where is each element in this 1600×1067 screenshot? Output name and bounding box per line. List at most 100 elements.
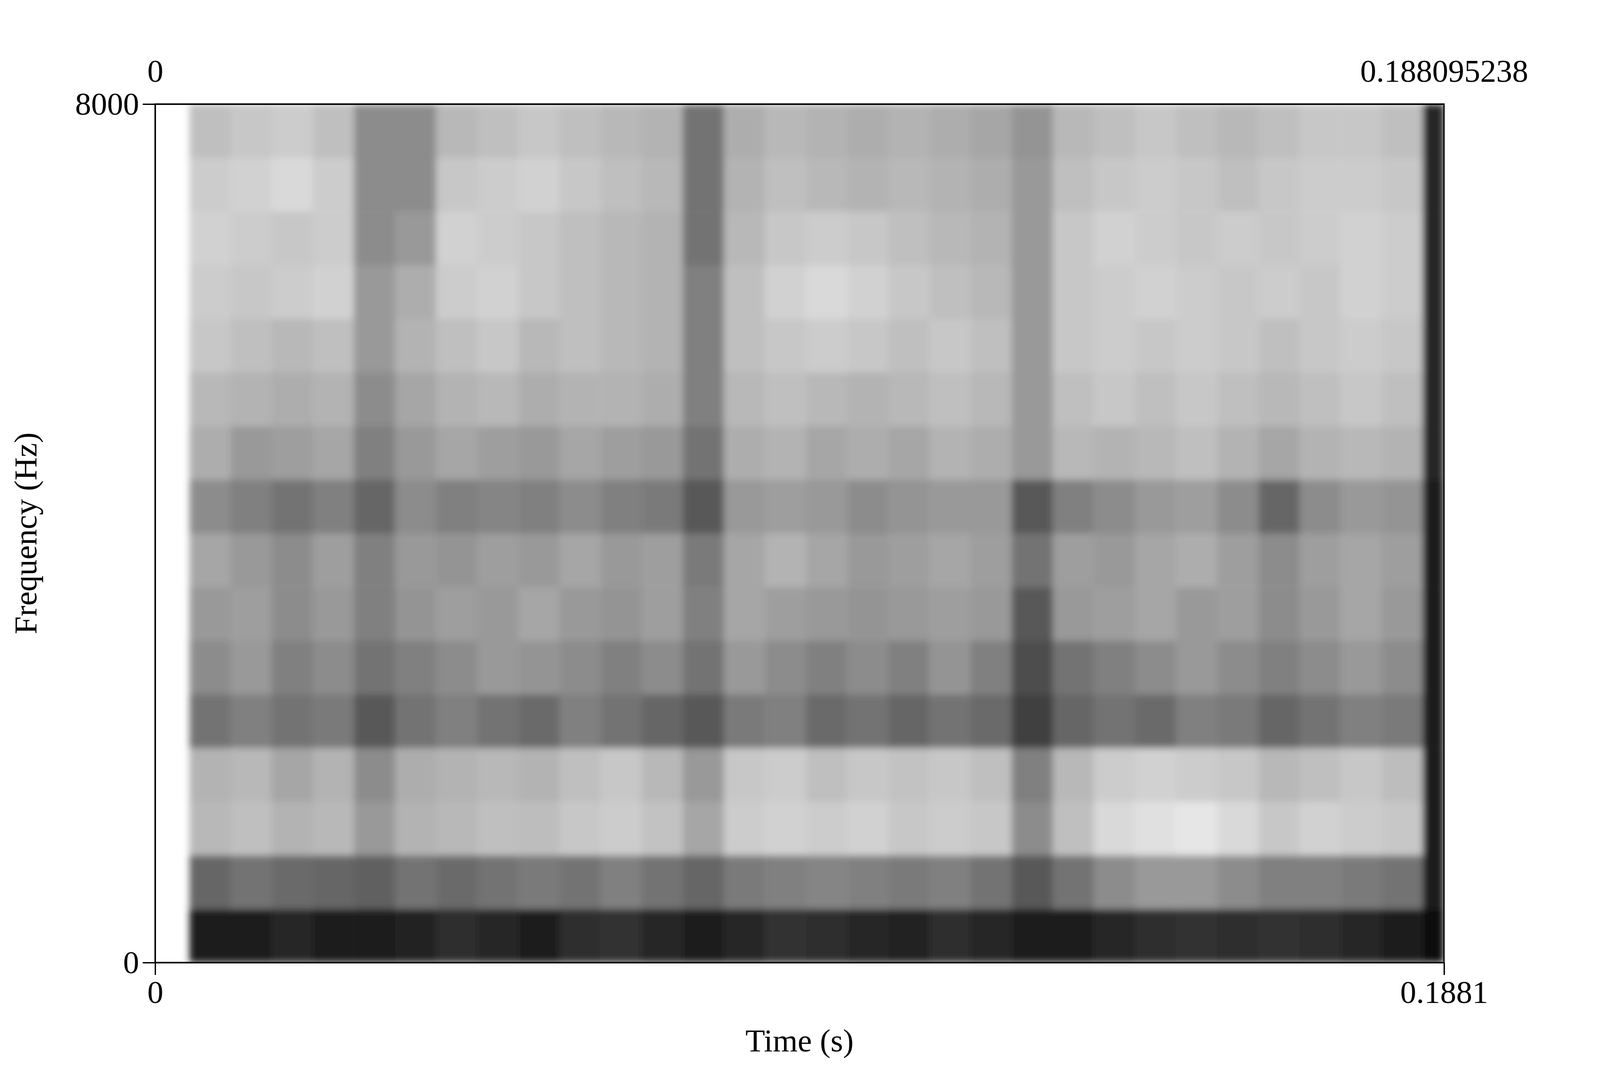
cell [312,372,355,426]
cell [929,157,971,212]
cell [230,640,272,695]
cell [1258,640,1300,695]
cell [1093,694,1136,748]
cell [1422,104,1444,158]
cell [1422,479,1444,534]
cell [1135,479,1177,534]
cell [230,694,272,748]
cell [764,211,807,265]
cell [559,318,601,373]
cell [600,104,642,158]
cell [1217,533,1259,588]
cell [1011,855,1053,909]
cell [1011,908,1053,963]
cell [970,104,1012,158]
cell [641,908,684,963]
cell [970,801,1012,856]
cell [1422,211,1444,265]
cell [1093,586,1136,641]
cell [1135,801,1177,856]
cell [929,104,971,158]
cell [1299,264,1341,319]
cell [271,425,313,480]
cell [682,640,724,695]
cell [888,586,930,641]
cell [929,318,971,373]
cell [1340,801,1382,856]
cell [559,694,601,748]
x2-axis: 00.188095238 [147,53,1529,105]
cell [353,747,396,802]
cell [1381,264,1424,319]
cell [312,479,355,534]
cell [1011,157,1053,212]
cell [189,157,231,212]
cell [641,855,684,909]
cell [436,640,478,695]
cell [1052,104,1095,158]
tick: 0.1881 [1400,962,1489,1010]
cell [806,855,848,909]
cell [189,425,231,480]
cell [436,533,478,588]
cell [189,372,231,426]
cell [559,908,601,963]
cell [724,694,766,748]
cell [682,479,724,534]
cell [518,586,560,641]
cell [1381,425,1424,480]
cell [1217,425,1259,480]
cell [1135,694,1177,748]
cell [477,157,519,212]
cell [271,318,313,373]
cell [888,157,930,212]
cell [436,801,478,856]
cell [806,157,848,212]
cell [1176,211,1218,265]
cell [1340,855,1382,909]
cell [600,479,642,534]
cell [764,694,807,748]
cell [1381,801,1424,856]
cell [1340,586,1382,641]
cell [1422,318,1444,373]
cell [353,533,396,588]
cell [1422,264,1444,319]
cell [189,318,231,373]
cell [764,104,807,158]
cell [1011,479,1053,534]
tick-mark [142,961,156,964]
cell [1299,855,1341,909]
cell [312,104,355,158]
cell [600,264,642,319]
cell [970,318,1012,373]
frame [155,104,1444,963]
cell [1217,747,1259,802]
cell [1381,533,1424,588]
cell [1381,479,1424,534]
tick-label: 8000 [75,86,140,122]
cell [395,694,437,748]
cell [1093,747,1136,802]
cell [353,908,396,963]
cell [1176,425,1218,480]
cell [1258,318,1300,373]
cell [764,372,807,426]
cell [189,586,231,641]
cell [970,425,1012,480]
cell [353,264,396,319]
cell [436,747,478,802]
cell [806,801,848,856]
cell [353,586,396,641]
cell [929,747,971,802]
cell [1381,855,1424,909]
cell [1052,908,1095,963]
cell [600,855,642,909]
cell [929,694,971,748]
cell [1422,694,1444,748]
y-axis-title: Frequency (Hz) [8,432,44,635]
cell [1258,533,1300,588]
cell [1011,640,1053,695]
cell [559,479,601,534]
cell [929,908,971,963]
